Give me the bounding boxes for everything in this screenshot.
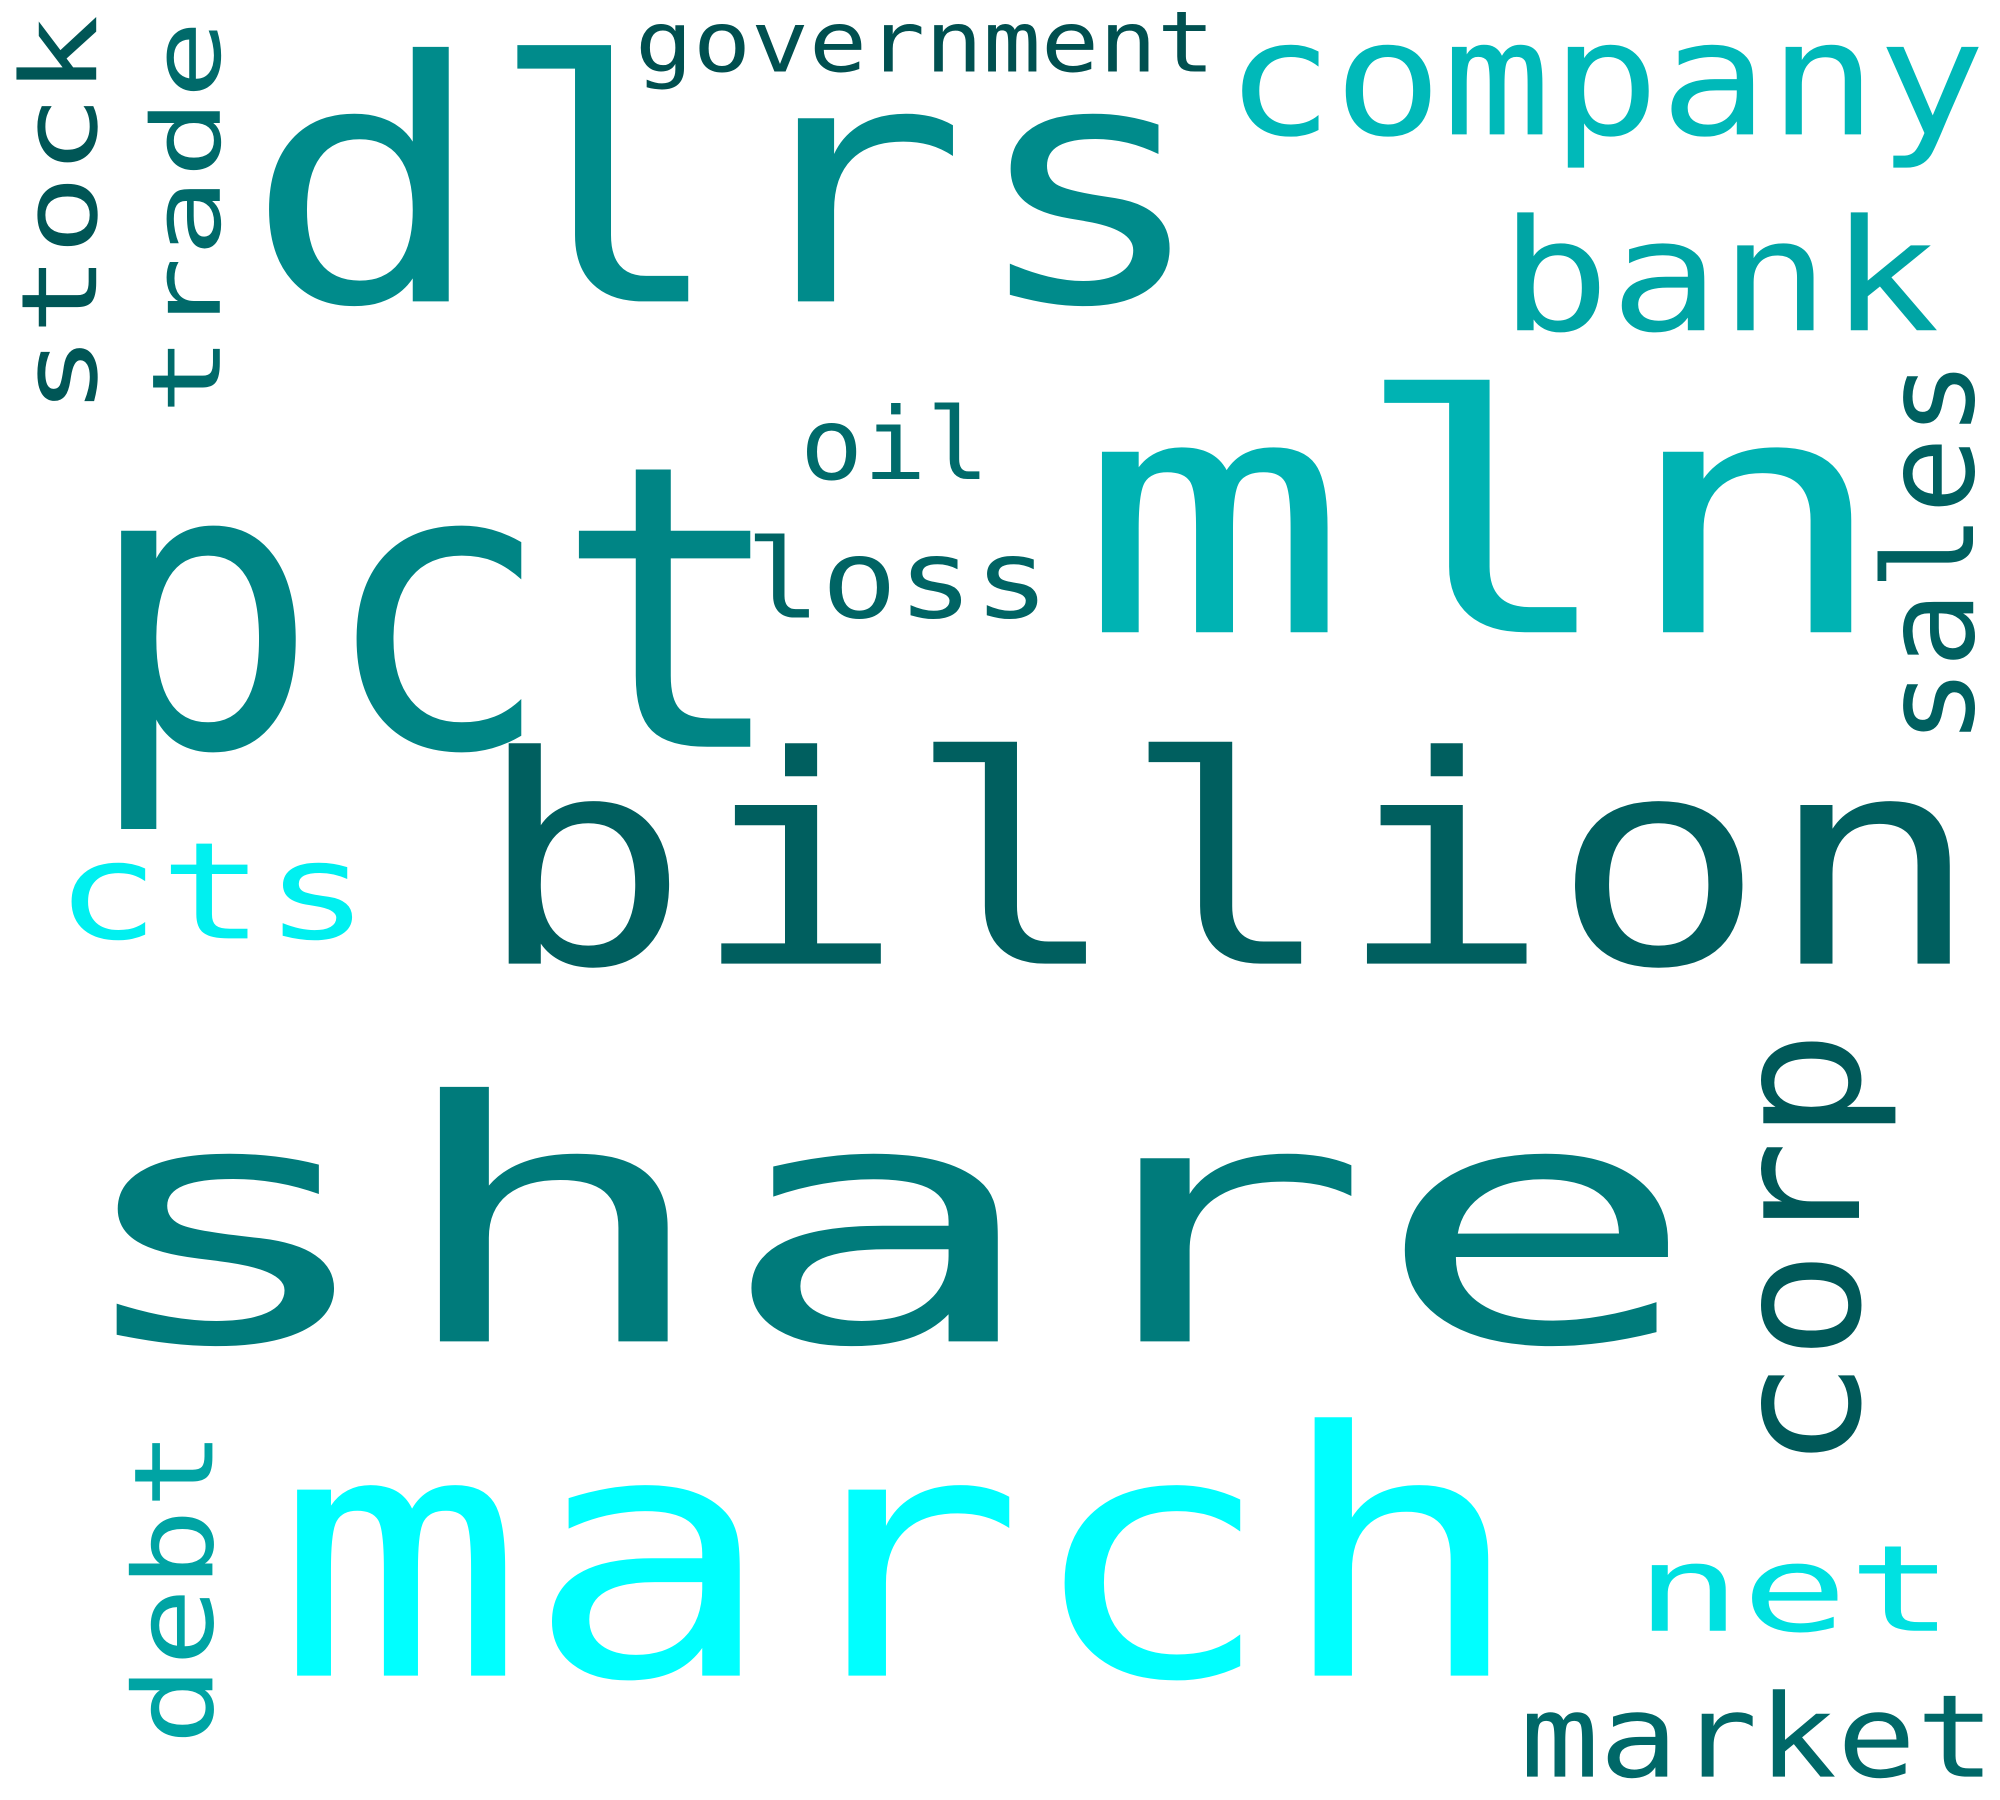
word-march: march	[275, 1359, 1526, 1758]
word-mln: mln	[1078, 325, 1892, 712]
word-trade: trade	[131, 19, 243, 416]
word-sales: sales	[1856, 359, 2000, 745]
word-loss: loss	[745, 515, 1050, 644]
word-net: net	[1635, 1519, 1955, 1660]
word-corp: corp	[1696, 1030, 1901, 1470]
word-share: share	[60, 1029, 1701, 1422]
word-bank: bank	[1500, 186, 1940, 368]
word-dlrs: dlrs	[245, 0, 1210, 382]
word-debt: debt	[110, 1430, 239, 1745]
word-stock: stock	[0, 14, 122, 415]
word-billion: billion	[475, 693, 1982, 1034]
word-government: government	[635, 0, 1216, 92]
word-cts: cts	[55, 812, 370, 971]
word-oil: oil	[800, 386, 990, 503]
word-pct: pct	[85, 379, 789, 842]
word-company: company	[1225, 0, 1986, 173]
word-market: market	[1520, 1669, 1996, 1800]
